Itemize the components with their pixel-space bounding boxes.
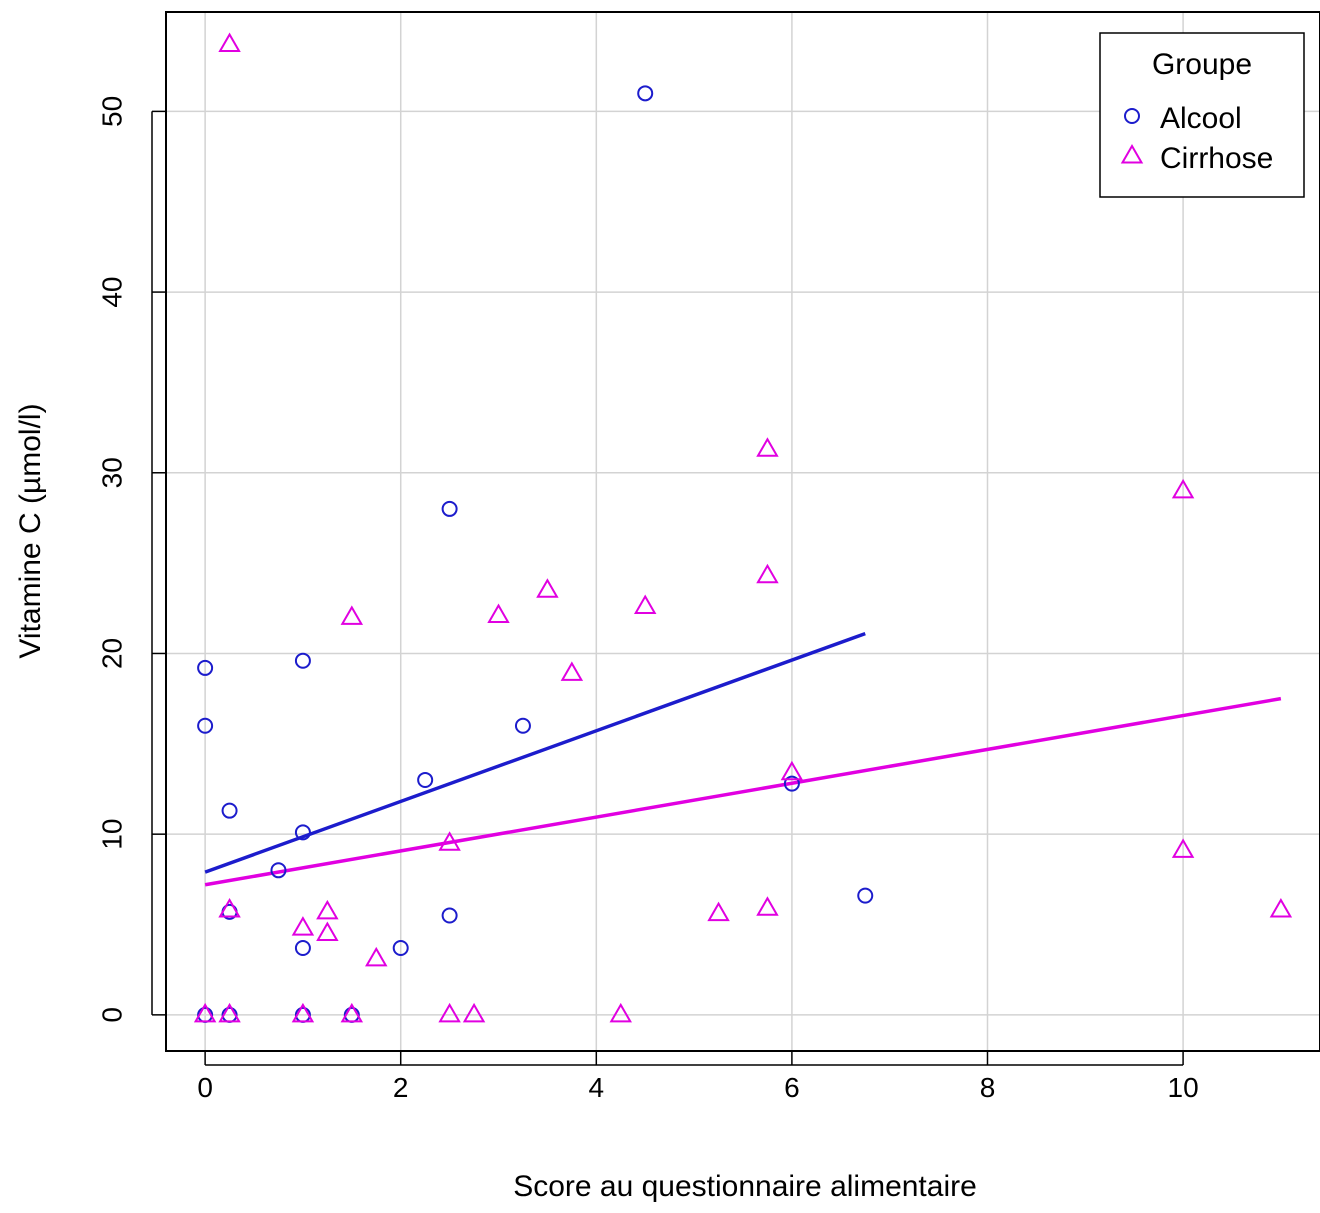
x-tick-label: 8 xyxy=(980,1072,996,1103)
point-alcool xyxy=(294,824,311,841)
point-alcool xyxy=(441,500,458,517)
point-cirrhose xyxy=(438,1002,461,1023)
point-cirrhose xyxy=(316,921,339,942)
axes: 0 2 4 6 8 10 0 10 20 30 40 50 xyxy=(97,96,1199,1103)
y-tick-label: 20 xyxy=(97,638,128,669)
regression-lines xyxy=(204,631,1282,887)
point-cirrhose xyxy=(1171,478,1195,499)
point-alcool xyxy=(441,907,458,924)
point-alcool xyxy=(857,887,874,904)
point-cirrhose xyxy=(193,1002,217,1023)
data-points xyxy=(193,32,1293,1023)
y-tick-label: 40 xyxy=(97,277,128,308)
point-cirrhose xyxy=(780,760,804,781)
x-tick-label: 2 xyxy=(393,1072,409,1103)
point-alcool xyxy=(514,717,531,734)
point-cirrhose xyxy=(438,831,461,851)
point-cirrhose xyxy=(218,898,241,918)
point-cirrhose xyxy=(1269,898,1293,918)
point-cirrhose xyxy=(340,1002,364,1023)
point-alcool xyxy=(392,940,409,957)
point-cirrhose xyxy=(218,1002,241,1023)
x-tick-label: 0 xyxy=(197,1072,213,1103)
point-alcool xyxy=(197,717,214,734)
legend-title: Groupe xyxy=(1152,48,1252,81)
point-alcool xyxy=(637,85,654,102)
y-tick-label: 10 xyxy=(97,819,128,850)
point-cirrhose xyxy=(536,578,559,598)
y-tick-label: 0 xyxy=(97,1007,128,1023)
point-cirrhose xyxy=(609,1002,632,1023)
point-alcool xyxy=(417,771,434,788)
point-cirrhose xyxy=(291,916,315,936)
x-tick-label: 6 xyxy=(784,1072,800,1103)
point-cirrhose xyxy=(365,946,388,967)
point-alcool xyxy=(294,940,311,957)
point-cirrhose xyxy=(340,605,364,625)
legend-triangle-icon xyxy=(1120,143,1144,164)
x-tick-label: 10 xyxy=(1168,1072,1199,1103)
legend: Groupe Alcool Cirrhose xyxy=(1099,32,1305,198)
legend-label-cirrhose: Cirrhose xyxy=(1160,142,1273,175)
x-axis-title: Score au questionnaire alimentaire xyxy=(513,1170,977,1203)
legend-label-alcool: Alcool xyxy=(1160,102,1242,135)
y-tick-label: 30 xyxy=(97,457,128,488)
point-alcool xyxy=(197,659,214,676)
point-cirrhose xyxy=(560,661,584,681)
point-cirrhose xyxy=(462,1002,486,1023)
legend-box xyxy=(1099,32,1305,198)
point-cirrhose xyxy=(487,603,510,624)
fit-line-cirrhose xyxy=(204,696,1282,887)
plot-frame xyxy=(165,11,1320,1052)
point-cirrhose xyxy=(218,32,241,53)
point-cirrhose xyxy=(291,1002,315,1023)
point-alcool xyxy=(783,775,800,792)
fit-line-alcool xyxy=(204,631,866,874)
point-alcool xyxy=(270,862,287,879)
legend-circle-icon xyxy=(1124,108,1140,124)
point-cirrhose xyxy=(633,594,657,614)
y-tick-label: 50 xyxy=(97,96,128,127)
point-cirrhose xyxy=(707,901,730,922)
point-cirrhose xyxy=(756,896,779,916)
x-tick-label: 4 xyxy=(589,1072,605,1103)
point-alcool xyxy=(294,652,311,669)
y-axis-title: Vitamine C (µmol/l) xyxy=(14,403,47,658)
point-cirrhose xyxy=(316,899,339,920)
point-cirrhose xyxy=(756,563,779,584)
point-cirrhose xyxy=(1171,838,1195,858)
point-alcool xyxy=(221,802,238,819)
point-cirrhose xyxy=(756,437,779,457)
